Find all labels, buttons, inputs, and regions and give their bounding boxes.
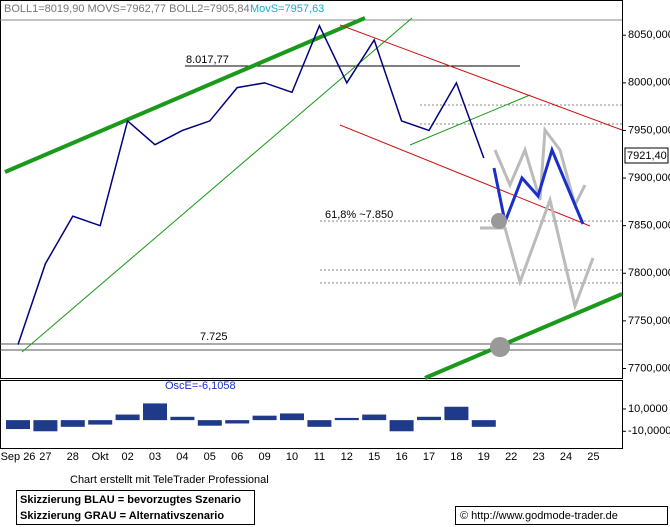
x-tick-label: 03 <box>149 451 161 463</box>
x-tick-label: 04 <box>176 451 188 463</box>
x-tick-label: 11 <box>314 451 325 463</box>
osc-bar <box>115 414 140 421</box>
main-frame <box>0 0 623 379</box>
osc-bar <box>307 420 332 427</box>
osc-bar <box>417 416 441 421</box>
x-tick-label: Sep 26 <box>1 451 36 463</box>
channel-line <box>339 124 591 227</box>
osc-bar <box>60 420 85 427</box>
osc-bar <box>334 417 359 421</box>
y-tick-label: 10,0000 <box>628 403 668 415</box>
x-tick-label: 24 <box>560 451 572 463</box>
x-tick-label: 12 <box>341 451 353 463</box>
channel-line <box>339 24 623 131</box>
osc-bar <box>252 415 277 421</box>
osc-bar <box>389 420 414 432</box>
osc-frame <box>0 380 623 449</box>
x-tick-label: 27 <box>39 451 51 463</box>
x-tick-label: 28 <box>67 451 79 463</box>
osc-bar <box>471 420 496 427</box>
movs-legend: MovS=7957,63 <box>250 3 324 15</box>
annotation: 7.725 <box>200 331 228 343</box>
osc-bar <box>6 420 30 430</box>
y-tick-label: 7900,000 <box>628 172 670 184</box>
osc-bar <box>280 413 304 421</box>
y-tick-label: -10,0000 <box>628 425 670 437</box>
annotation: 8.017,77 <box>186 54 229 66</box>
x-tick-label: 18 <box>450 451 462 463</box>
y-tick-label: 7700,000 <box>628 362 670 374</box>
source-box <box>455 506 668 525</box>
x-tick-label: 22 <box>505 451 517 463</box>
x-tick-label: 10 <box>286 451 298 463</box>
x-tick-label: 19 <box>478 451 490 463</box>
osc-bar <box>444 406 469 421</box>
x-tick-label: 09 <box>258 451 270 463</box>
x-tick-label: 02 <box>121 451 133 463</box>
osc-bar <box>197 420 222 426</box>
y-tick-label: 7850,000 <box>628 220 670 232</box>
osc-bar <box>170 416 195 421</box>
x-tick-label: 25 <box>587 451 599 463</box>
y-tick-label: 7800,000 <box>628 267 670 279</box>
x-tick-label: 16 <box>395 451 407 463</box>
x-tick-label: 17 <box>423 451 435 463</box>
trend-line <box>424 292 623 380</box>
trend-line <box>21 17 413 353</box>
source: © http://www.godmode-trader.de <box>460 510 618 522</box>
x-tick-label: 06 <box>231 451 243 463</box>
x-tick-label: 23 <box>532 451 544 463</box>
blue-scenario <box>492 145 585 228</box>
x-tick-label: Okt <box>92 451 109 463</box>
note-box <box>16 490 255 525</box>
x-tick-label: 15 <box>368 451 380 463</box>
note: Skizzierung GRAU = Alternativszenario <box>20 510 224 522</box>
y-tick-label: 8000,000 <box>628 77 670 89</box>
reference-lines <box>320 104 622 284</box>
osc-bar <box>225 420 250 424</box>
price-line <box>17 23 485 345</box>
annotation: 61,8% ~7.850 <box>325 209 393 221</box>
price-label: 7921,40 <box>627 150 667 162</box>
target-marker <box>491 213 507 229</box>
osc-bar <box>88 420 113 425</box>
osc-bar <box>143 403 167 421</box>
indicator-legend: BOLL1=8019,90 MOVS=7962,77 BOLL2=7905,84 <box>4 3 250 15</box>
y-tick-label: 7750,000 <box>628 315 670 327</box>
osc-title: OscE=-6,1058 <box>165 380 236 392</box>
price-box <box>624 147 669 164</box>
target-marker <box>490 337 510 357</box>
trend-line <box>4 16 366 174</box>
x-tick-label: 05 <box>204 451 216 463</box>
osc-bar <box>33 420 58 432</box>
y-tick-label: 7950,000 <box>628 124 670 136</box>
osc-bar <box>362 414 387 421</box>
note: Skizzierung BLAU = bevorzugtes Szenario <box>20 494 241 506</box>
y-tick-label: 8050,000 <box>628 29 670 41</box>
credit: Chart erstellt mit TeleTrader Profession… <box>70 474 269 486</box>
